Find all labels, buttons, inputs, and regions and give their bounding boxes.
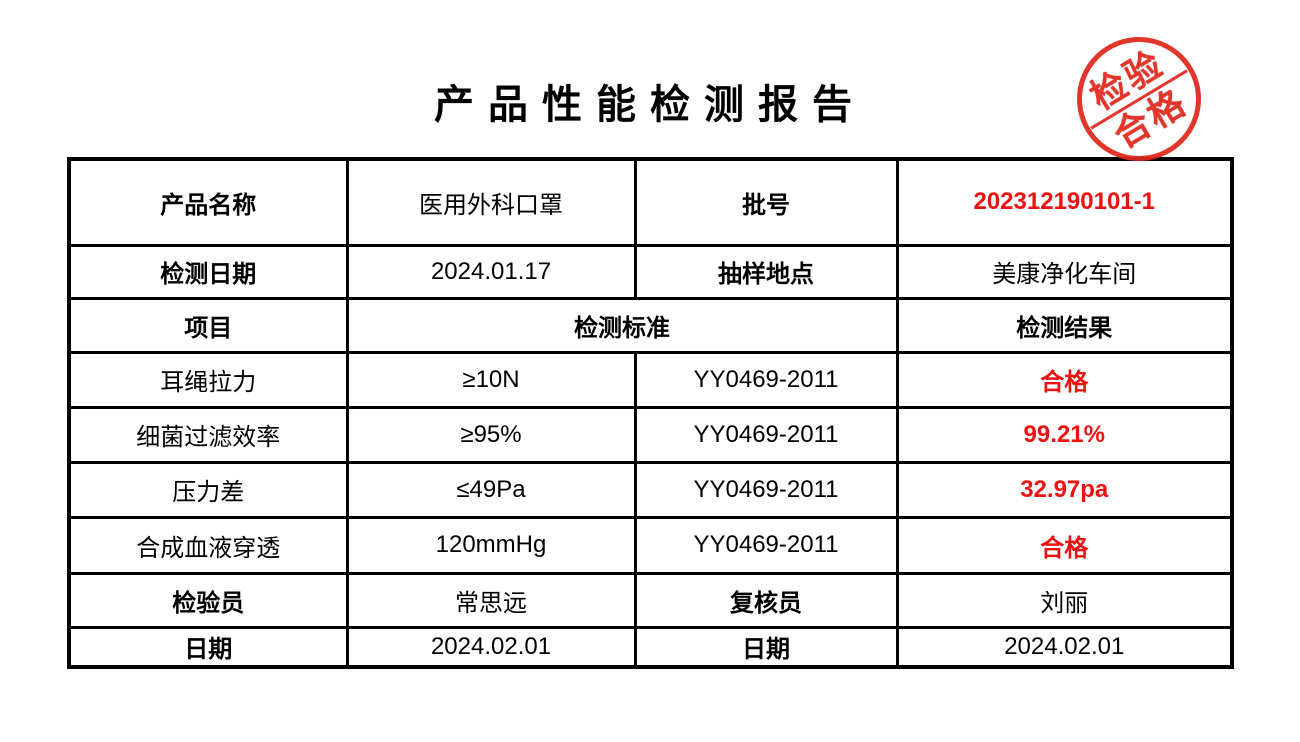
ear-loop-result: 合格 bbox=[895, 350, 1234, 409]
table-row-bfe: 细菌过滤效率 ≥95% YY0469-2011 99.21% bbox=[67, 405, 1234, 464]
pressure-item: 压力差 bbox=[67, 460, 349, 519]
column-header-standard: 检测标准 bbox=[345, 296, 899, 354]
reviewer-name: 刘丽 bbox=[895, 571, 1234, 629]
review-date-value: 2024.02.01 bbox=[895, 625, 1234, 669]
table-row-date: 日期 2024.02.01 日期 2024.02.01 bbox=[67, 625, 1234, 669]
product-name-value: 医用外科口罩 bbox=[345, 157, 637, 247]
page-title: 产品性能检测报告 bbox=[434, 83, 866, 127]
ear-loop-standard: YY0469-2011 bbox=[633, 350, 899, 409]
inspect-date-value: 2024.02.01 bbox=[345, 625, 637, 669]
pressure-spec: ≤49Pa bbox=[345, 460, 637, 519]
blood-item: 合成血液穿透 bbox=[67, 515, 349, 575]
blood-standard: YY0469-2011 bbox=[633, 515, 899, 575]
table-row-product: 产品名称 医用外科口罩 批号 202312190101-1 bbox=[67, 157, 1234, 247]
batch-number-value: 202312190101-1 bbox=[895, 157, 1234, 247]
test-report-table: 产品名称 医用外科口罩 批号 202312190101-1 检测日期 2024.… bbox=[67, 157, 1234, 669]
ear-loop-spec: ≥10N bbox=[345, 350, 637, 409]
blood-result: 合格 bbox=[895, 515, 1234, 575]
table-row-blood: 合成血液穿透 120mmHg YY0469-2011 合格 bbox=[67, 515, 1234, 575]
table-row-ear-loop: 耳绳拉力 ≥10N YY0469-2011 合格 bbox=[67, 350, 1234, 409]
bfe-standard: YY0469-2011 bbox=[633, 405, 899, 464]
pressure-result: 32.97pa bbox=[895, 460, 1234, 519]
sampling-location-value: 美康净化车间 bbox=[895, 243, 1234, 300]
product-name-label: 产品名称 bbox=[67, 157, 349, 247]
bfe-spec: ≥95% bbox=[345, 405, 637, 464]
reviewer-label: 复核员 bbox=[633, 571, 899, 629]
table-row-test-date: 检测日期 2024.01.17 抽样地点 美康净化车间 bbox=[67, 243, 1234, 300]
column-header-result: 检测结果 bbox=[895, 296, 1234, 354]
test-date-value: 2024.01.17 bbox=[345, 243, 637, 300]
column-header-item: 项目 bbox=[67, 296, 349, 354]
inspect-date-label: 日期 bbox=[67, 625, 349, 669]
approval-stamp: 检验 合格 bbox=[1077, 37, 1201, 161]
test-date-label: 检测日期 bbox=[67, 243, 349, 300]
pressure-standard: YY0469-2011 bbox=[633, 460, 899, 519]
inspector-label: 检验员 bbox=[67, 571, 349, 629]
ear-loop-item: 耳绳拉力 bbox=[67, 350, 349, 409]
table-row-header: 项目 检测标准 检测结果 bbox=[67, 296, 1234, 354]
blood-spec: 120mmHg bbox=[345, 515, 637, 575]
sampling-location-label: 抽样地点 bbox=[633, 243, 899, 300]
batch-number-label: 批号 bbox=[633, 157, 899, 247]
review-date-label: 日期 bbox=[633, 625, 899, 669]
table-row-inspector: 检验员 常思远 复核员 刘丽 bbox=[67, 571, 1234, 629]
table-row-pressure: 压力差 ≤49Pa YY0469-2011 32.97pa bbox=[67, 460, 1234, 519]
stamp-content: 检验 合格 bbox=[1070, 35, 1208, 162]
bfe-result: 99.21% bbox=[895, 405, 1234, 464]
inspector-name: 常思远 bbox=[345, 571, 637, 629]
bfe-item: 细菌过滤效率 bbox=[67, 405, 349, 464]
